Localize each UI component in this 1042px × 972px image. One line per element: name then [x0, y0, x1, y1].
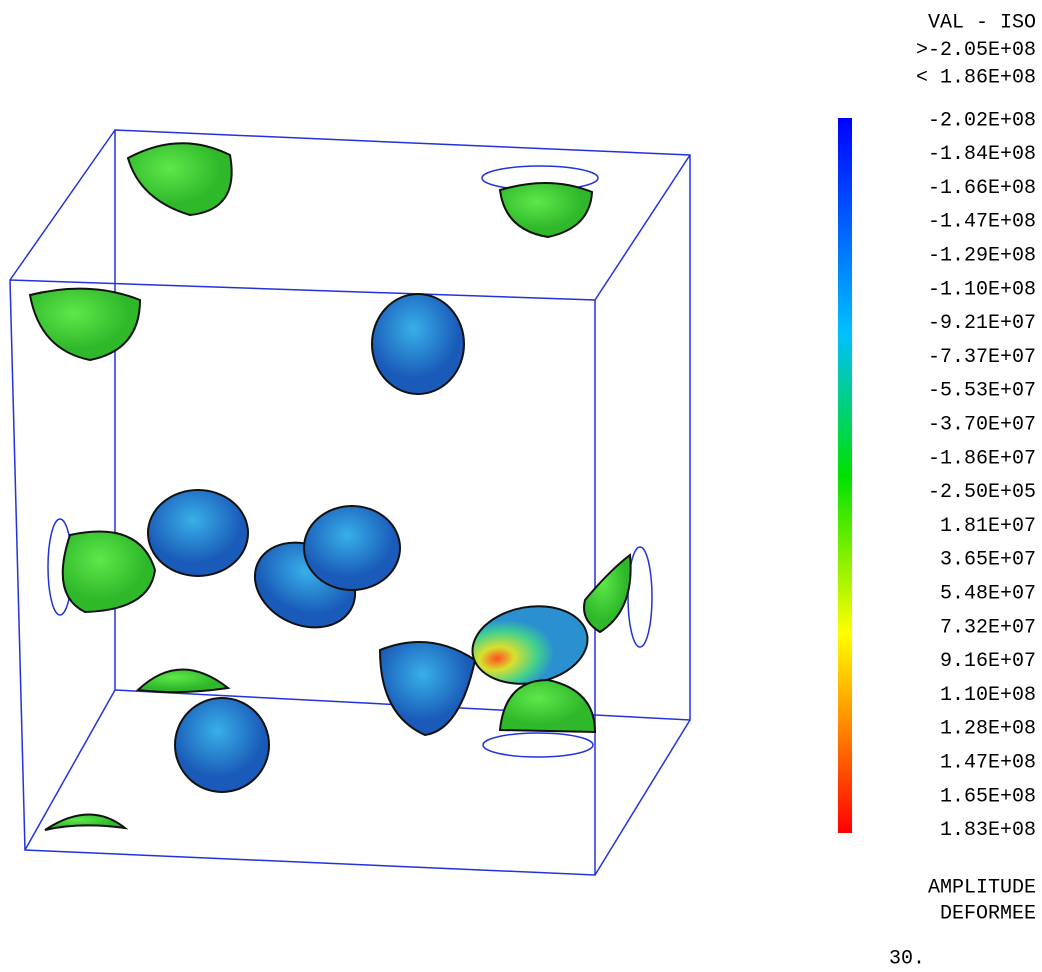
legend-level: 1.81E+07: [940, 515, 1036, 538]
legend-header: < 1.86E+08: [916, 66, 1036, 89]
legend-level: -3.70E+07: [928, 413, 1036, 436]
legend-level: -7.37E+07: [928, 346, 1036, 369]
legend-level: -1.86E+07: [928, 447, 1036, 470]
legend-level: -1.29E+08: [928, 244, 1036, 267]
legend-level: 1.83E+08: [940, 819, 1036, 842]
legend-level: -2.50E+05: [928, 481, 1036, 504]
legend-level: 1.28E+08: [940, 718, 1036, 741]
legend-header: VAL - ISO: [928, 11, 1036, 34]
legend-level: 5.48E+07: [940, 582, 1036, 605]
legend-footer: DEFORMEE: [940, 902, 1036, 925]
legend-footer: AMPLITUDE: [928, 876, 1036, 899]
legend-level: -5.53E+07: [928, 380, 1036, 403]
legend-level: 1.47E+08: [940, 751, 1036, 774]
legend-level: -2.02E+08: [928, 109, 1036, 132]
color-scale: [838, 118, 852, 833]
legend-level: -1.47E+08: [928, 211, 1036, 234]
legend-level: 1.65E+08: [940, 785, 1036, 808]
legend-level: -9.21E+07: [928, 312, 1036, 335]
legend-level: 9.16E+07: [940, 650, 1036, 673]
legend-level: -1.66E+08: [928, 177, 1036, 200]
amplitude-value: 30.: [889, 947, 925, 970]
legend: VAL - ISO >-2.05E+08 < 1.86E+08 -2.02E+08 -1…: [889, 11, 1036, 970]
legend-header: >-2.05E+08: [916, 39, 1036, 62]
legend-level: 7.32E+07: [940, 616, 1036, 639]
legend-level: 3.65E+07: [940, 549, 1036, 572]
model-view: [9, 129, 691, 876]
legend-level: -1.10E+08: [928, 278, 1036, 301]
legend-level: -1.84E+08: [928, 143, 1036, 166]
legend-level: 1.10E+08: [940, 684, 1036, 707]
